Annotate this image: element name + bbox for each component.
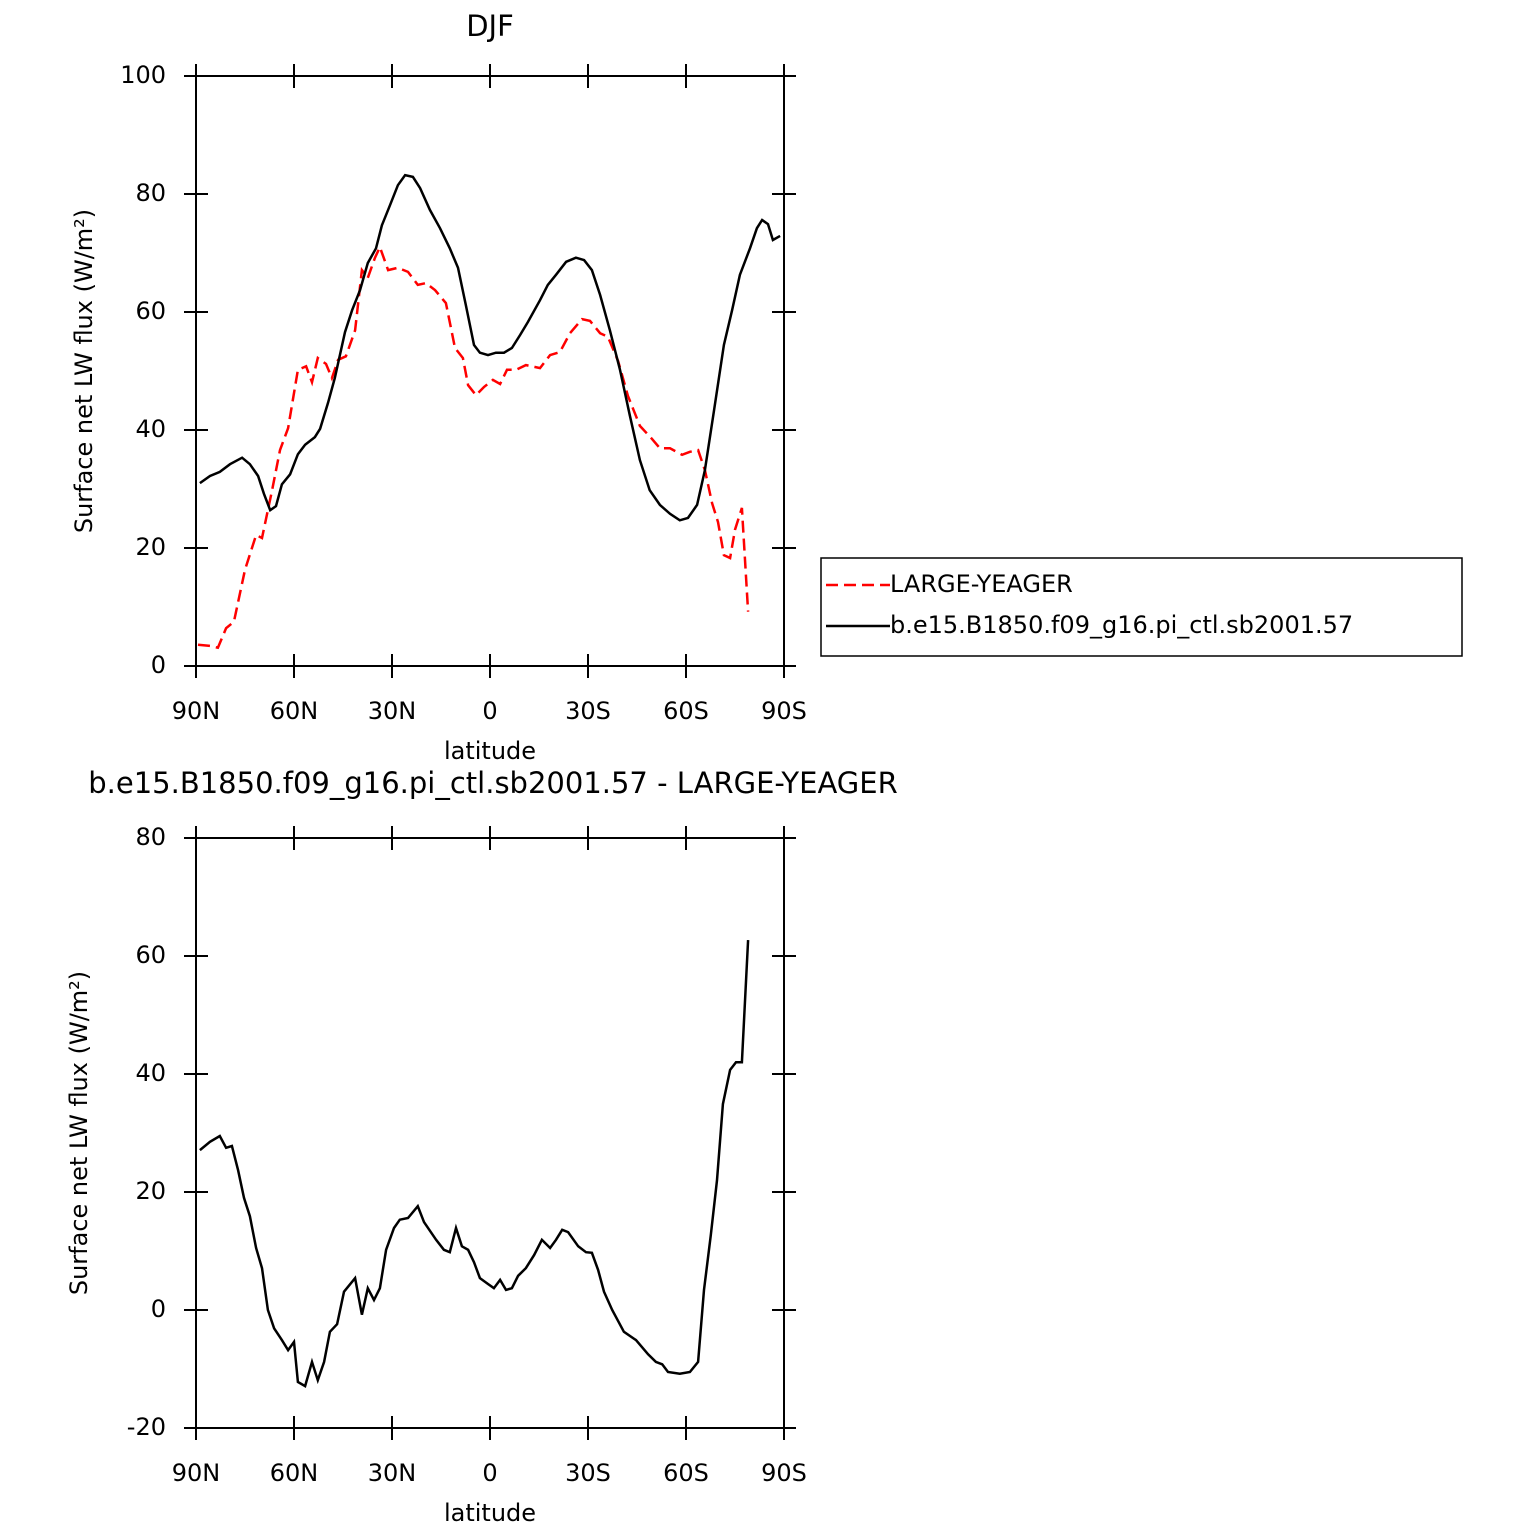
x-tick-label: 0 (482, 697, 497, 725)
y-tick-label: 40 (135, 415, 166, 443)
line-series (199, 940, 750, 1388)
x-axis-label: latitude (444, 1499, 536, 1527)
x-tick-label: 90N (172, 697, 221, 725)
plot-frame (195, 837, 785, 1429)
y-tick-label: 20 (135, 533, 166, 561)
y-axis-label: Surface net LW flux (W/m²) (65, 971, 93, 1295)
legend-label: b.e15.B1850.f09_g16.pi_ctl.sb2001.57 (890, 611, 1353, 639)
y-axis-label: Surface net LW flux (W/m²) (70, 209, 98, 533)
y-tick-label: 40 (135, 1059, 166, 1087)
x-tick-label: 60S (663, 697, 709, 725)
chart-title: DJF (466, 9, 514, 43)
x-tick-label: 60S (663, 1459, 709, 1487)
plot-frame (195, 75, 785, 667)
line-series (197, 243, 750, 650)
legend-label: LARGE-YEAGER (890, 570, 1073, 598)
x-tick-label: 60N (270, 1459, 319, 1487)
y-tick-label: 100 (120, 61, 166, 89)
line-series (199, 173, 781, 522)
y-tick-label: -20 (127, 1413, 166, 1441)
x-tick-label: 30N (368, 697, 417, 725)
x-tick-label: 90S (761, 697, 807, 725)
x-axis-label: latitude (444, 737, 536, 765)
x-tick-label: 90N (172, 1459, 221, 1487)
x-tick-label: 30S (565, 1459, 611, 1487)
y-tick-label: 80 (135, 179, 166, 207)
y-tick-label: 0 (151, 651, 166, 679)
y-tick-label: 60 (135, 941, 166, 969)
y-tick-label: 80 (135, 823, 166, 851)
chart-title: b.e15.B1850.f09_g16.pi_ctl.sb2001.57 - L… (88, 766, 897, 800)
legend-box (820, 557, 1463, 657)
x-tick-label: 0 (482, 1459, 497, 1487)
x-tick-label: 30S (565, 697, 611, 725)
y-tick-label: 0 (151, 1295, 166, 1323)
x-tick-label: 90S (761, 1459, 807, 1487)
x-tick-label: 60N (270, 697, 319, 725)
y-tick-label: 20 (135, 1177, 166, 1205)
x-tick-label: 30N (368, 1459, 417, 1487)
y-tick-label: 60 (135, 297, 166, 325)
